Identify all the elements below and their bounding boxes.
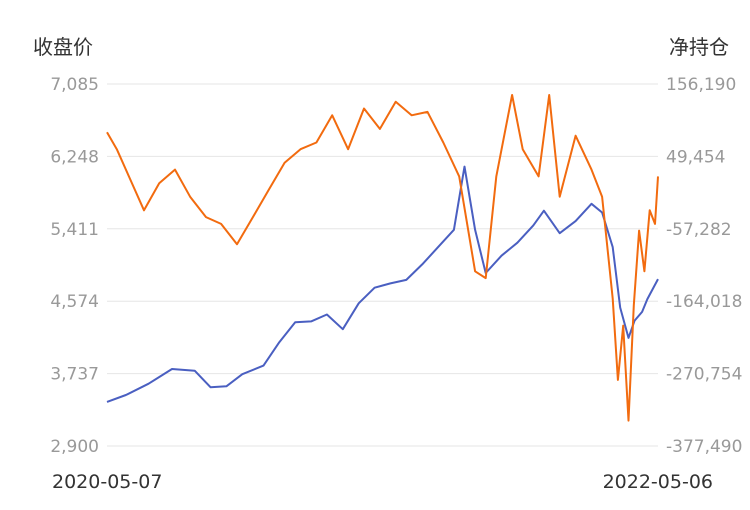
- right-tick-label: -270,754: [666, 365, 742, 385]
- right-tick-label: -377,490: [666, 437, 742, 457]
- x-axis-start-label: 2020-05-07: [52, 471, 162, 493]
- x-axis-end-label: 2022-05-06: [603, 471, 713, 493]
- left-tick-label: 3,737: [50, 365, 99, 385]
- left-tick-label: 6,248: [50, 147, 99, 167]
- left-axis-ticks: 7,085 6,248 5,411 4,574 3,737 2,900: [50, 75, 99, 457]
- left-tick-label: 5,411: [50, 220, 99, 240]
- right-tick-label: -57,282: [666, 220, 732, 240]
- net-position-series-line: [106, 94, 659, 422]
- series-lines: [106, 94, 659, 422]
- left-axis-title: 收盘价: [33, 35, 93, 59]
- right-axis-ticks: 156,190 49,454 -57,282 -164,018 -270,754 -377…: [666, 75, 742, 457]
- right-tick-label: 49,454: [666, 147, 725, 167]
- left-tick-label: 4,574: [50, 292, 99, 312]
- left-tick-label: 2,900: [50, 437, 99, 457]
- right-axis-title: 净持仓: [669, 35, 729, 59]
- close-price-series-line: [106, 165, 659, 403]
- right-tick-label: 156,190: [666, 75, 736, 95]
- right-tick-label: -164,018: [666, 292, 742, 312]
- left-tick-label: 7,085: [50, 75, 99, 95]
